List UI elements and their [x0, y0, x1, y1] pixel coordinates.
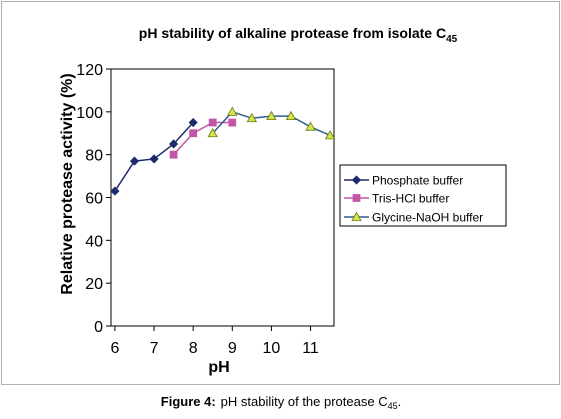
y-tick-label: 80 [85, 148, 103, 165]
legend-marker-tris-hcl-buffer [352, 194, 361, 202]
data-point-glycine-naoh-buffer [227, 106, 238, 116]
data-point-phosphate-buffer [129, 156, 140, 166]
y-tick-label: 60 [85, 191, 103, 208]
x-tick-label: 8 [189, 340, 198, 357]
x-tick-label: 7 [150, 340, 159, 357]
data-point-tris-hcl-buffer [189, 129, 198, 138]
legend-marker-glycine-naoh-buffer [351, 211, 362, 221]
y-tick-label: 100 [76, 105, 103, 122]
figure-caption: Figure 4: pH stability of the protease C4… [161, 394, 401, 411]
data-point-glycine-naoh-buffer [266, 110, 277, 121]
data-point-glycine-naoh-buffer [246, 112, 258, 123]
legend-label-phosphate-buffer: Phosphate buffer [372, 174, 463, 188]
data-point-phosphate-buffer [188, 117, 198, 128]
series-phosphate-buffer [110, 117, 198, 196]
y-tick-label: 40 [85, 233, 103, 250]
caption-label: Figure 4: [161, 394, 216, 409]
data-point-glycine-naoh-buffer [324, 130, 336, 140]
legend-box [339, 164, 507, 227]
data-point-glycine-naoh-buffer [285, 110, 297, 121]
data-point-phosphate-buffer [169, 139, 179, 149]
x-tick-label: 9 [228, 340, 237, 357]
x-axis-title: pH [208, 359, 229, 376]
data-point-glycine-naoh-buffer [305, 121, 316, 131]
data-point-phosphate-buffer [110, 186, 120, 196]
caption-end: . [398, 394, 402, 409]
legend-label-glycine-naoh-buffer: Glycine-NaOH buffer [372, 211, 483, 225]
axes: 0 20 40 60 80 100 120 6 7 8 9 10 11 [76, 62, 319, 357]
y-tick-label: 0 [94, 319, 103, 336]
legend-label-tris-hcl-buffer: Tris-HCl buffer [372, 192, 449, 206]
x-tick-label: 6 [110, 340, 119, 357]
chart-title: pH stability of alkaline protease from i… [139, 25, 458, 45]
series-glycine-naoh-buffer [207, 106, 336, 140]
plot-border [110, 68, 335, 327]
plot-area [110, 68, 335, 327]
series-layer [110, 106, 336, 196]
y-tick-label: 120 [76, 62, 103, 79]
caption-subscript: 45 [388, 401, 398, 411]
data-point-tris-hcl-buffer [169, 150, 178, 159]
y-tick-label: 20 [85, 276, 103, 293]
data-point-tris-hcl-buffer [228, 118, 237, 127]
legend: Phosphate buffer Tris-HCl buffer Glycine-N… [339, 164, 507, 227]
y-axis-title: Relative protease activity (%) [59, 73, 76, 294]
x-tick-label: 11 [302, 340, 319, 357]
data-point-phosphate-buffer [149, 154, 159, 164]
legend-marker-phosphate-buffer [351, 175, 362, 185]
data-point-tris-hcl-buffer [208, 118, 217, 127]
data-point-glycine-naoh-buffer [207, 127, 218, 138]
x-tick-label: 10 [263, 340, 281, 357]
caption-text: pH stability of the protease C [221, 394, 388, 409]
